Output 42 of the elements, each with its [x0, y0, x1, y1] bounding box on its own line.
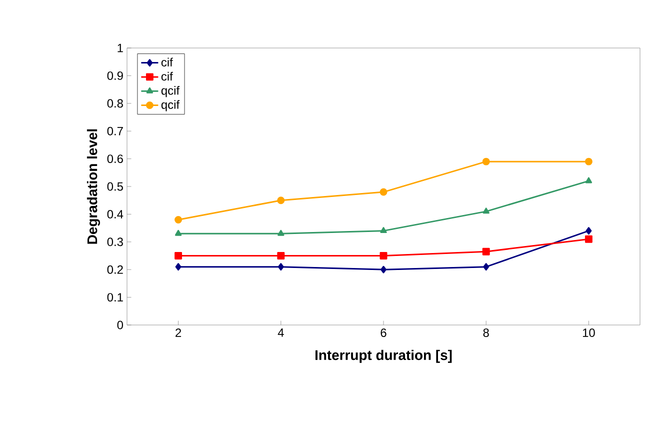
x-tick-label: 2 — [176, 328, 182, 337]
y-tick-label: 0 — [117, 320, 124, 330]
point — [174, 216, 182, 224]
y-tick-label: 1 — [118, 44, 123, 52]
point — [278, 263, 284, 271]
y-tick-label: 0.5 — [107, 182, 123, 191]
y-tick-label: 0.6 — [107, 154, 123, 164]
point — [482, 248, 490, 256]
x-tick-label: 4 — [278, 328, 284, 337]
y-tick-label: 0.1 — [107, 293, 123, 302]
point — [277, 196, 285, 204]
y-tick-label: 0.2 — [107, 265, 123, 274]
point — [380, 266, 386, 274]
x-tick-label: 8 — [483, 328, 489, 337]
point — [482, 208, 490, 214]
y-tick-label: 0.3 — [107, 238, 123, 246]
point — [380, 252, 388, 260]
legend-label: qcif — [161, 100, 180, 112]
y-tick-label: 0.9 — [107, 71, 123, 80]
x-tick-label: 10 — [582, 328, 595, 337]
legend-label: qcif — [161, 86, 180, 98]
y-tick-label: 0.8 — [107, 99, 123, 108]
y-tick-label: 0.4 — [107, 210, 124, 218]
point — [278, 230, 284, 236]
point — [483, 263, 490, 271]
x-axis-title: Interrupt duration [s] — [315, 350, 452, 363]
point — [380, 227, 387, 234]
point — [174, 230, 182, 236]
legend-label: cif — [161, 72, 173, 81]
point — [584, 158, 592, 166]
point — [175, 263, 182, 271]
x-tick-label: 6 — [380, 328, 386, 337]
point — [584, 235, 592, 243]
point — [380, 188, 388, 196]
point — [586, 227, 592, 235]
y-axis-title: Degradation level — [86, 129, 100, 244]
point — [277, 252, 285, 260]
point — [585, 177, 592, 184]
y-tick-label: 0.7 — [107, 126, 123, 136]
point — [482, 158, 490, 166]
legend-label: cif — [161, 58, 173, 66]
point — [174, 252, 182, 260]
